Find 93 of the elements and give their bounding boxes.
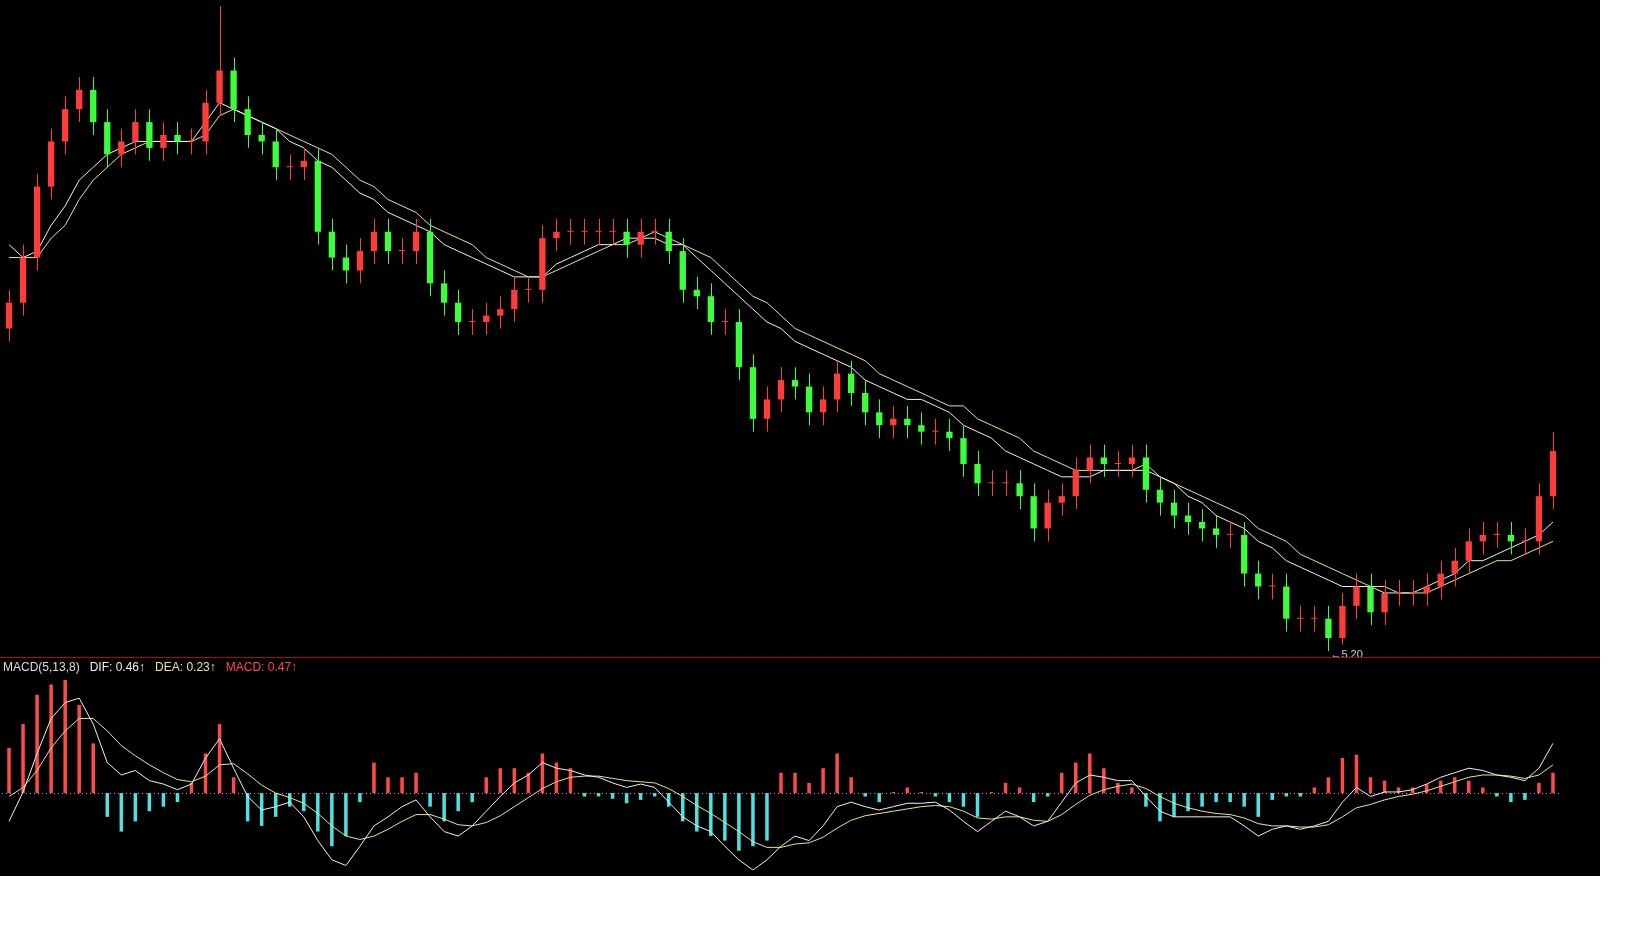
bar	[1228, 793, 1232, 803]
bar	[428, 793, 432, 807]
bar	[77, 704, 81, 794]
bar	[1256, 793, 1260, 817]
bar	[1102, 768, 1106, 794]
candlestick	[932, 418, 939, 446]
bar	[695, 793, 699, 832]
candlestick	[1311, 605, 1318, 633]
candlestick	[146, 108, 153, 162]
candlestick	[637, 218, 644, 259]
candlestick	[581, 218, 588, 246]
bar	[91, 743, 95, 794]
bar	[316, 793, 320, 832]
bar	[442, 793, 446, 822]
candlestick	[1339, 592, 1346, 646]
candlestick	[1409, 579, 1416, 607]
bar	[610, 793, 615, 799]
bar	[456, 793, 460, 812]
candlestick	[988, 469, 995, 497]
bar	[779, 772, 783, 794]
candlestick	[1030, 482, 1037, 542]
bar	[765, 793, 769, 841]
bar	[330, 793, 334, 847]
bar	[737, 793, 741, 851]
bar	[1551, 772, 1555, 794]
bar	[821, 768, 825, 794]
candlestick	[188, 128, 195, 155]
bar	[751, 793, 755, 847]
bar	[484, 777, 488, 794]
candlestick	[918, 411, 925, 446]
bar	[1186, 793, 1190, 812]
bar	[1214, 793, 1218, 803]
bar	[1495, 793, 1499, 797]
bar	[7, 747, 11, 794]
bar	[386, 777, 390, 794]
candlestick	[160, 121, 167, 162]
candlestick	[1353, 573, 1360, 620]
bar	[1172, 793, 1176, 817]
bar	[723, 793, 727, 841]
bar	[35, 694, 39, 794]
candlestick	[202, 89, 209, 155]
bar	[1130, 787, 1134, 794]
candlestick	[1395, 579, 1402, 607]
bar	[1242, 793, 1246, 807]
bar	[1088, 753, 1092, 794]
bar	[1017, 787, 1022, 794]
bar	[905, 787, 910, 794]
candlestick	[595, 218, 602, 246]
candlestick	[539, 224, 546, 304]
bar	[877, 793, 882, 803]
bar	[63, 680, 67, 794]
bar	[1509, 793, 1513, 803]
candlestick	[567, 218, 574, 246]
candlestick	[216, 5, 223, 117]
candlestick	[525, 276, 532, 304]
bar	[1481, 787, 1485, 794]
bar	[358, 793, 362, 803]
candlestick	[960, 424, 967, 478]
bar	[709, 793, 713, 837]
chart-title: MACD(5,13,8)	[3, 660, 80, 674]
bar	[49, 684, 53, 794]
bar	[1523, 793, 1527, 800]
bar	[372, 762, 376, 794]
bar	[1200, 793, 1204, 807]
bar	[863, 793, 867, 797]
candlestick	[1016, 469, 1023, 510]
candlestick	[623, 218, 630, 259]
bar	[835, 753, 839, 794]
candlestick	[609, 218, 616, 246]
candlestick	[974, 450, 981, 497]
bar	[849, 777, 853, 794]
candlestick	[1367, 573, 1374, 626]
bar	[302, 793, 306, 812]
candlestick	[1381, 579, 1388, 626]
text: MACD: 0.47↑	[225, 660, 298, 674]
bar	[793, 772, 797, 794]
bar	[400, 777, 404, 794]
candlestick	[132, 108, 139, 155]
bar	[21, 724, 25, 794]
candlestick	[244, 95, 251, 149]
candlestick	[1002, 469, 1009, 497]
text: DEA: 0.23↑	[155, 660, 216, 674]
bar	[1074, 762, 1078, 794]
bar	[1467, 780, 1471, 794]
bar	[1537, 782, 1541, 794]
text: DIF: 0.46↑	[89, 660, 146, 674]
candlestick	[1325, 605, 1332, 652]
bar	[344, 793, 348, 837]
bar	[470, 793, 474, 803]
candlestick	[230, 57, 237, 123]
bar	[414, 772, 418, 794]
bar	[1312, 787, 1317, 794]
bar	[807, 782, 811, 794]
